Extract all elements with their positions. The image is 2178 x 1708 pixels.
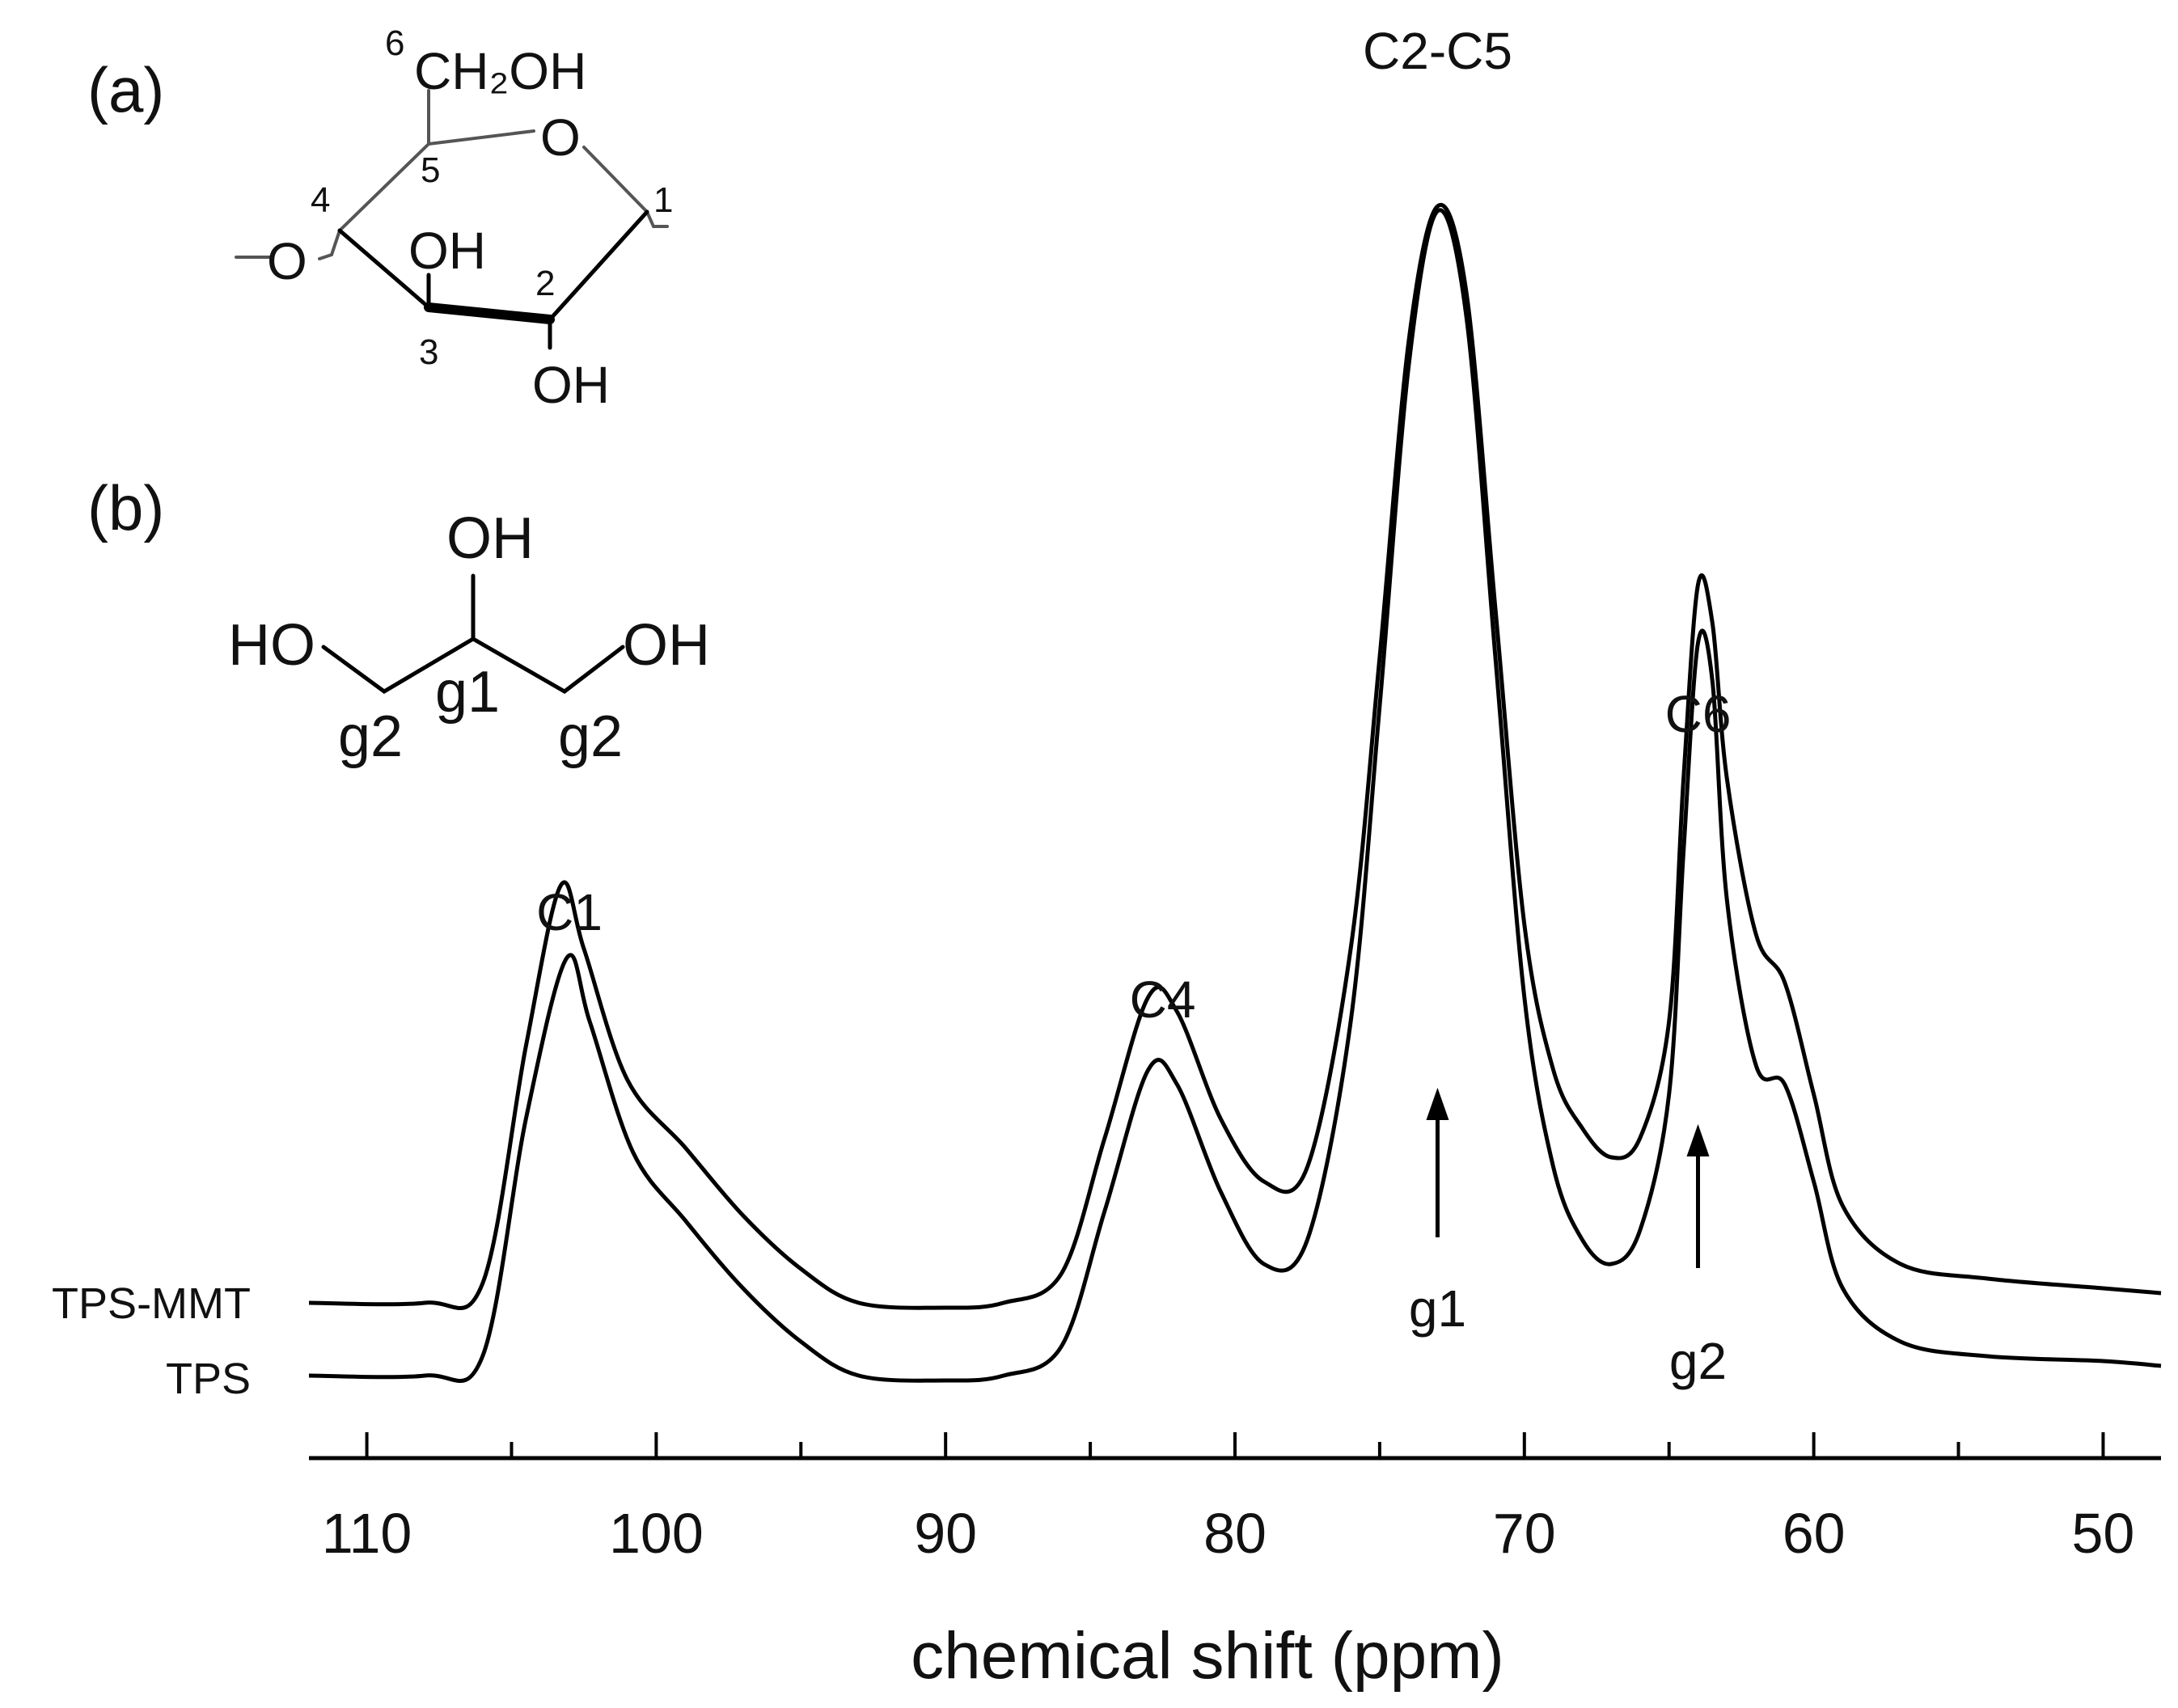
glucose-c2-number: 2 <box>535 264 555 303</box>
x-tick-label: 60 <box>1783 1502 1846 1565</box>
series-label-tps: TPS <box>166 1355 251 1403</box>
spectrum-plot: TPS-MMT TPS C1 C4 C2-C5 C6 g1 g2 110 100 90 80 70… <box>52 22 2162 1693</box>
glucose-c1-number: 1 <box>653 180 673 220</box>
x-axis-label: chemical shift (ppm) <box>911 1619 1504 1693</box>
glycerol-oh-top: OH <box>446 506 534 571</box>
arrow-head <box>1426 1088 1449 1120</box>
glucose-c3-number: 3 <box>419 332 438 372</box>
glucose-oh2-label: OH <box>532 356 610 414</box>
glycerol-ho-left: HO <box>228 613 315 678</box>
glucose-linking-oxygen: O <box>267 232 307 290</box>
panel-b-label: (b) <box>87 472 164 543</box>
glucose-structure: 6 CH₂OH O 5 4 1 O OH 3 2 OH <box>235 23 673 414</box>
x-axis-ticks <box>365 1432 2105 1458</box>
peak-label: C2-C5 <box>1363 22 1512 80</box>
series-label-tps-mmt: TPS-MMT <box>52 1279 251 1328</box>
x-tick-label: 90 <box>914 1502 977 1565</box>
spectrum-line-tps-mmt <box>308 202 2162 1310</box>
peak-label: C1 <box>536 883 603 941</box>
panel-a-label: (a) <box>87 54 164 125</box>
peak-label: C4 <box>1130 970 1196 1029</box>
spectra-group <box>308 202 2162 1383</box>
spectrum-line-tps <box>308 208 2162 1383</box>
assignment-arrows: g1 g2 <box>1409 1088 1727 1390</box>
x-tick-label: 100 <box>609 1502 704 1565</box>
series-labels: TPS-MMT TPS <box>52 1279 251 1403</box>
glucose-c6-number: 6 <box>385 23 404 63</box>
arrow-label-g2: g2 <box>1669 1332 1727 1390</box>
peak-labels: C1 C4 C2-C5 C6 <box>536 22 1731 1029</box>
glycerol-g2-left: g2 <box>338 704 403 769</box>
glucose-c5-number: 5 <box>421 150 440 190</box>
glycerol-g2-right: g2 <box>558 704 623 769</box>
glucose-oh3-label: OH <box>408 222 486 280</box>
glucose-c4-number: 4 <box>311 180 330 220</box>
x-tick-label: 70 <box>1493 1502 1556 1565</box>
glucose-ch2oh-label: CH₂OH <box>414 42 586 100</box>
glycerol-structure: OH HO OH g2 g1 g2 <box>228 506 710 769</box>
x-tick-label: 110 <box>322 1502 412 1565</box>
glycerol-g1: g1 <box>435 660 500 725</box>
arrow-label-g1: g1 <box>1409 1279 1466 1338</box>
peak-label: C6 <box>1665 685 1732 743</box>
x-tick-label: 80 <box>1203 1502 1267 1565</box>
x-axis-tick-labels: 110 100 90 80 70 60 50 <box>322 1502 2135 1565</box>
x-tick-label: 50 <box>2072 1502 2135 1565</box>
glycerol-oh-right: OH <box>623 613 710 678</box>
glucose-ring-oxygen: O <box>540 108 581 167</box>
arrow-head <box>1686 1124 1710 1156</box>
